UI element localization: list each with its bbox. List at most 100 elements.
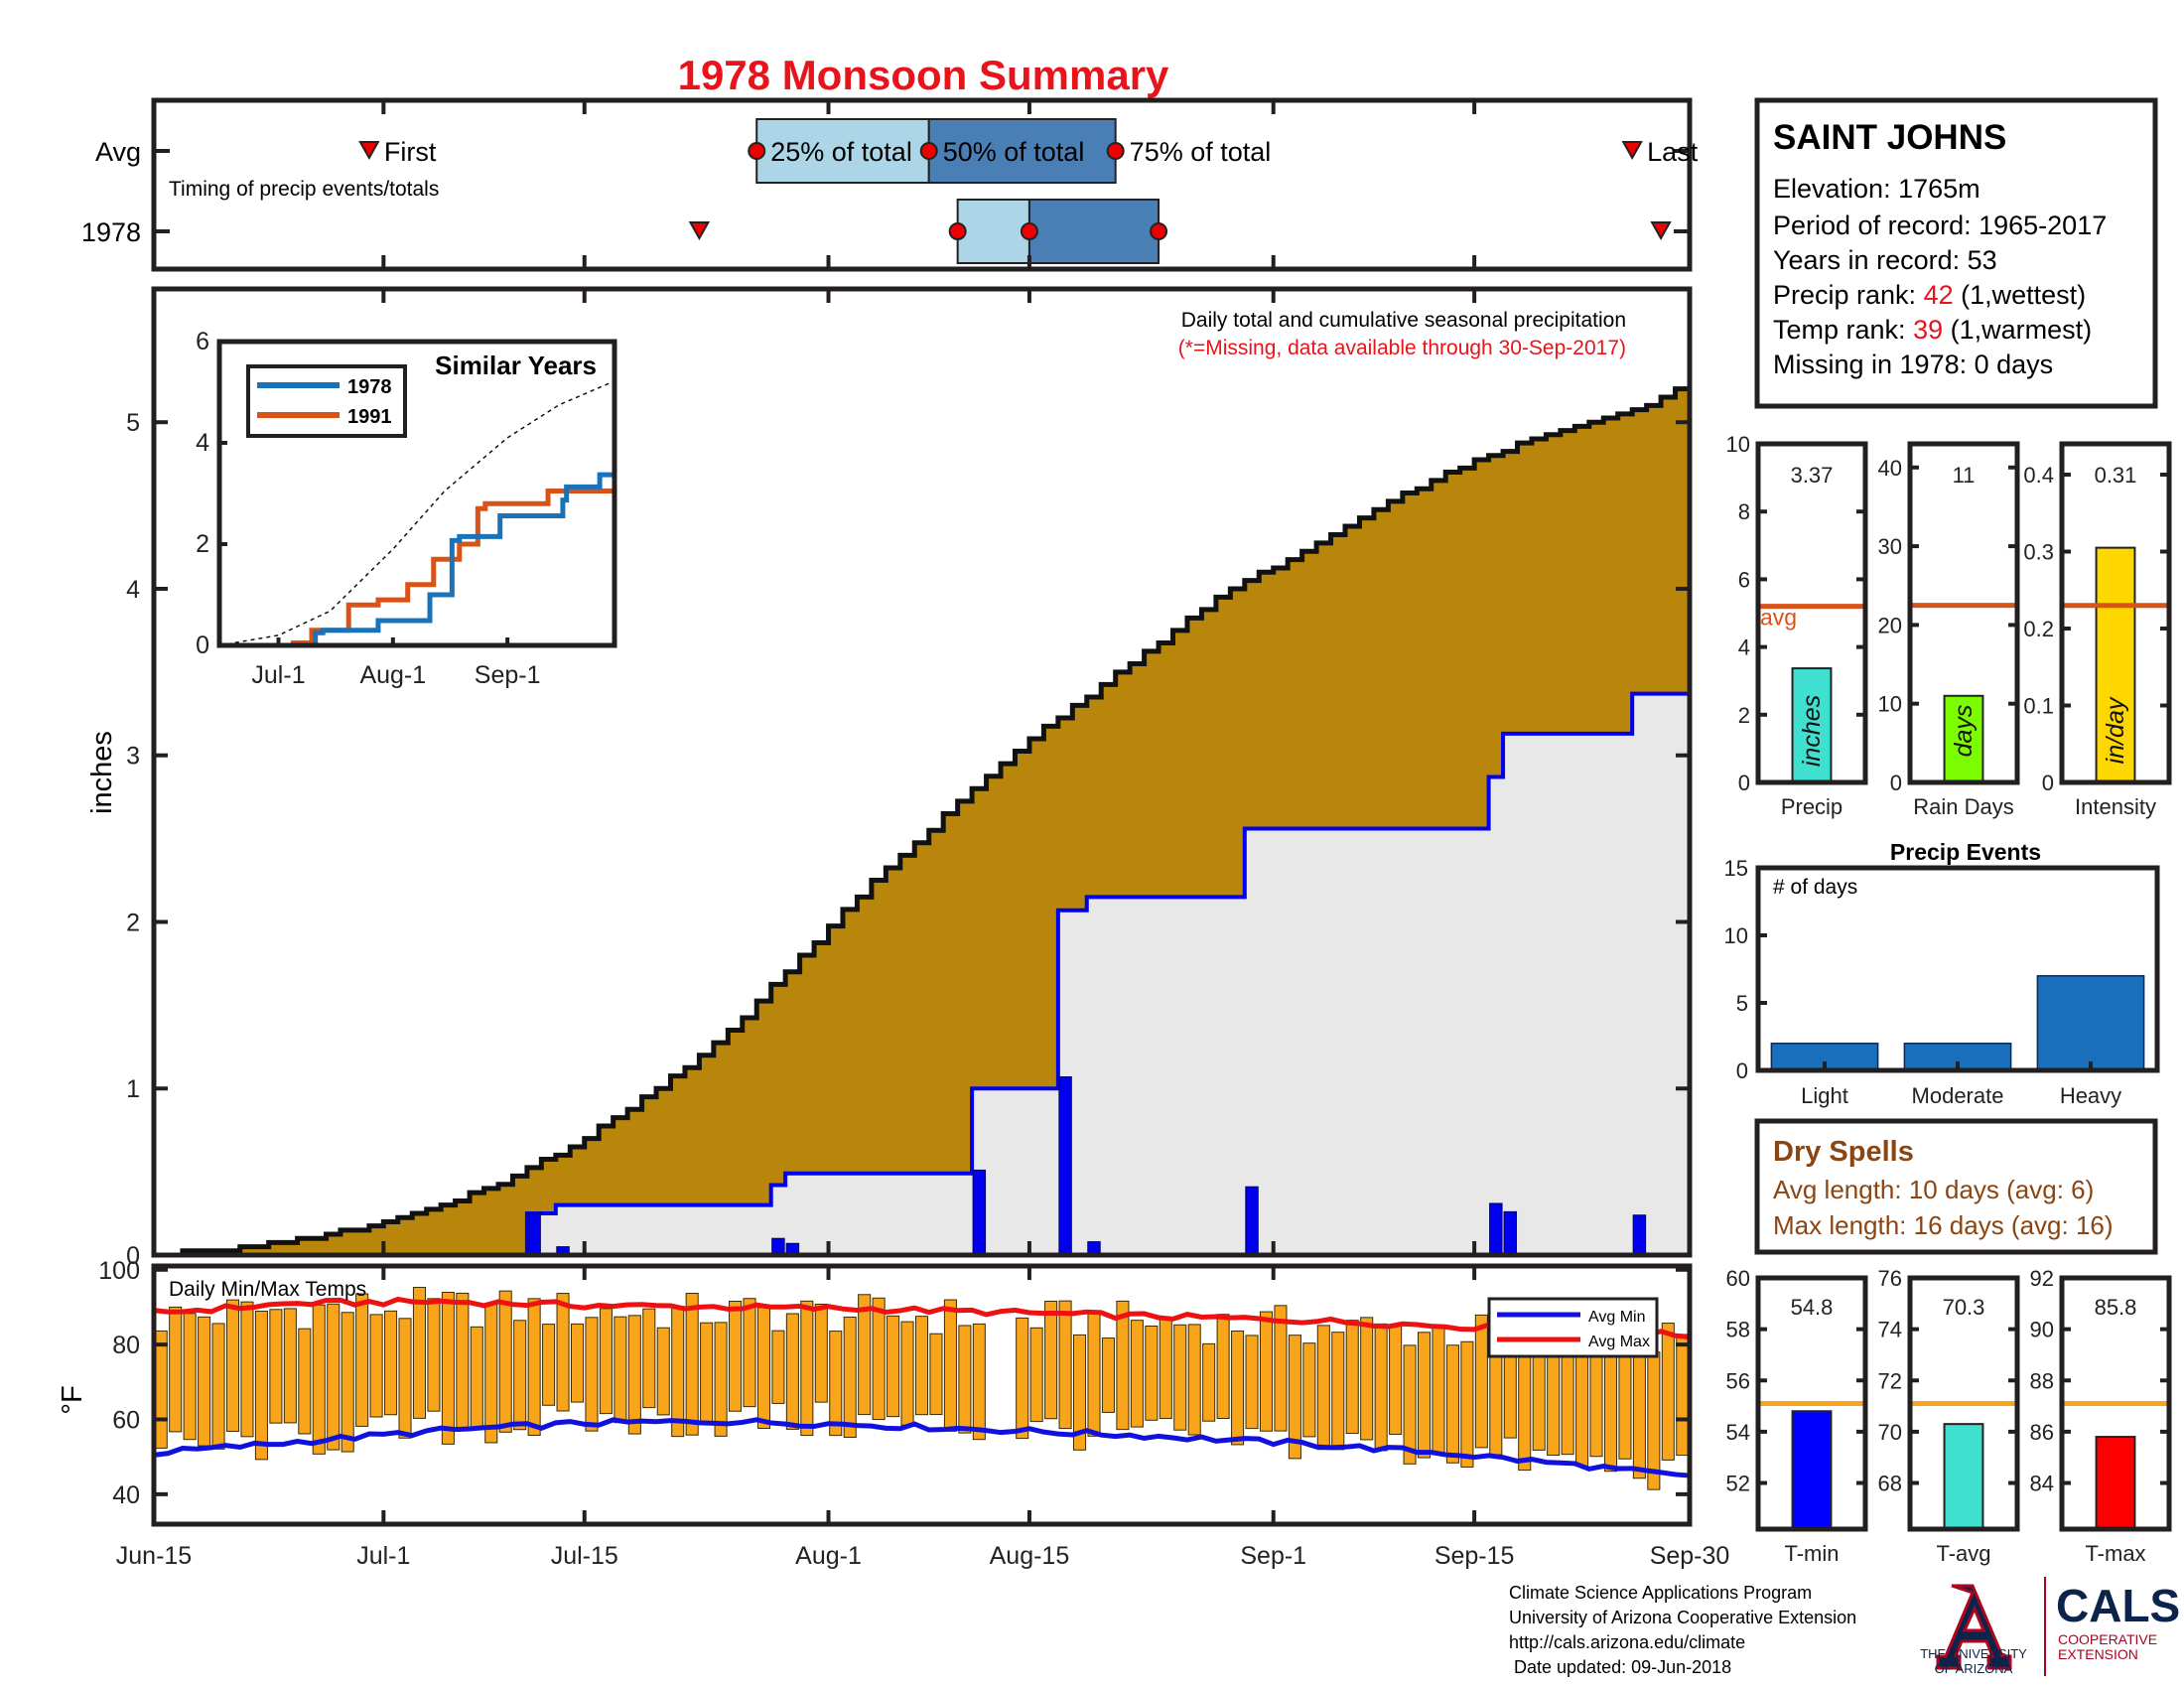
daily-temp-bar (800, 1300, 814, 1437)
daily-temp-bar (1345, 1320, 1359, 1435)
daily-temp-bar (1073, 1334, 1087, 1451)
temp-summary-y-tick-label: 84 (2030, 1472, 2054, 1496)
precip-note-line2: (*=Missing, data available through 30-Se… (1178, 337, 1626, 359)
date-x-tick-label: Sep-15 (1434, 1542, 1515, 1570)
summary-y-tick-label: 0.2 (2023, 617, 2054, 641)
daily-temp-bar (1187, 1324, 1201, 1436)
daily-temp-bar (240, 1301, 254, 1438)
summary-y-tick-label: 10 (1726, 432, 1750, 457)
daily-temp-bar (843, 1316, 857, 1438)
summary-value-label: 11 (1953, 463, 1976, 488)
legend-label-avg-min: Avg Min (1588, 1309, 1646, 1326)
date-x-axis: Jun-15 Jul-1 Jul-15 Aug-1 Aug-15 Sep-1 Sep-15 S… (116, 100, 1729, 1570)
temp-summary-y-tick-label: 90 (2030, 1318, 2054, 1342)
footer-line4: Date updated: 09-Jun-2018 (1509, 1657, 1731, 1677)
temperature-panel-label: Daily Min/Max Temps (169, 1278, 366, 1301)
summary-value-label: 0.31 (2095, 463, 2137, 488)
daily-temp-bar (914, 1316, 929, 1416)
summary-y-tick-label: 20 (1878, 613, 1902, 637)
daily-temp-bar (1259, 1311, 1274, 1432)
timing-dot-p75 (1106, 142, 1125, 160)
temp-summary-y-tick-label: 88 (2030, 1368, 2054, 1393)
daily-temp-bar (427, 1298, 441, 1412)
daily-temp-bar (599, 1308, 613, 1415)
timing-dot-p25 (948, 222, 967, 240)
inset-x-tick-label: Aug-1 (359, 661, 426, 689)
precip-events-plot: Light Moderate Heavy 0 5 10 15 (1724, 856, 2145, 1108)
daily-temp-bar (169, 1306, 183, 1433)
daily-temp-bar (1029, 1327, 1043, 1423)
summary-y-tick-label: 0 (1890, 771, 1902, 795)
daily-temp-bar (1460, 1340, 1474, 1468)
footer-line2: University of Arizona Cooperative Extens… (1509, 1608, 1856, 1627)
inset-y-tick-label: 0 (196, 632, 209, 659)
timing-dot-p50 (1020, 222, 1038, 240)
daily-temp-bar (1603, 1356, 1618, 1473)
daily-precip-bar (1058, 1075, 1072, 1256)
similar-years-legend (246, 364, 407, 438)
summary-y-tick-label: 0.1 (2023, 694, 2054, 719)
inset-x-tick-label: Jul-1 (251, 661, 305, 689)
dry-spells-title: Dry Spells (1773, 1136, 1914, 1168)
daily-temp-bar (513, 1320, 527, 1431)
temp-summary-y-tick-label: 72 (1878, 1368, 1902, 1393)
daily-temp-bar (1575, 1345, 1589, 1467)
legend-label-1991: 1991 (347, 406, 392, 428)
date-x-tick-label: Jul-1 (356, 1542, 410, 1570)
summary-bars: 0 2 4 6 8 10 3.37 inches Precip avg 0 10 20 30 40 11 day… (1726, 432, 2172, 819)
precip-y-axis: 0 1 2 3 4 5 (126, 409, 1690, 1270)
timing-p50-label: 50% of total (943, 137, 1085, 167)
summary-unit-label: days (1950, 705, 1978, 758)
daily-temp-bar (1316, 1325, 1330, 1451)
similar-years-axes: 0 2 4 6 Jul-1 Aug-1 Sep-1 (196, 328, 540, 689)
temp-summary-y-tick-label: 76 (1878, 1266, 1902, 1291)
precip-events-category-label: Moderate (1912, 1083, 2004, 1108)
timing-last-label: Last (1647, 137, 1699, 167)
timing-box-50-75 (927, 118, 1117, 184)
timing-first-label: First (384, 137, 437, 167)
avg-min-temp-line (153, 1417, 1691, 1478)
precip-y-tick-label: 3 (126, 743, 140, 771)
daily-temp-bar (1101, 1337, 1115, 1413)
ua-logo-line2: OF ARIZONA (1935, 1661, 2013, 1676)
summary-bar-in/day (2095, 546, 2136, 783)
daily-temp-bar (369, 1314, 383, 1418)
summary-y-tick-label: 0 (2042, 771, 2054, 795)
temp-summary-category-label: T-min (1785, 1541, 1840, 1566)
station-elevation: Elevation: 1765m (1773, 174, 1980, 204)
temp-summary-y-tick-label: 54 (1726, 1420, 1750, 1445)
daily-temp-bar (887, 1315, 900, 1418)
timing-dot-p25 (748, 142, 766, 160)
daily-temp-bar (198, 1316, 211, 1447)
daily-temp-bar (900, 1321, 914, 1426)
precip-rank-value: 42 (1924, 280, 1954, 310)
timing-marker-last (1621, 141, 1643, 161)
summary-y-tick-label: 40 (1878, 456, 1902, 481)
chart-title: 1978 Monsoon Summary (678, 52, 1169, 98)
daily-temp-bar (829, 1331, 843, 1437)
station-temp-rank: Temp rank: 39 (1,warmest) (1773, 315, 2092, 345)
daily-temp-bar (1445, 1344, 1459, 1464)
timing-subtitle: Timing of precip events/totals (169, 178, 439, 201)
daily-temp-bar (498, 1290, 512, 1433)
precip-y-tick-label: 5 (126, 409, 140, 437)
avg-max-temp-line (153, 1296, 1691, 1340)
daily-temp-bar (556, 1293, 570, 1412)
daily-temp-bar (872, 1297, 886, 1421)
daily-temp-bar (312, 1304, 326, 1455)
inset-y-tick-label: 2 (196, 530, 209, 558)
station-missing: Missing in 1978: 0 days (1773, 350, 2053, 379)
cumulative-1978-area (154, 693, 1690, 1255)
summary-value-label: 3.37 (1791, 463, 1834, 488)
ua-logo-line1: THE UNIVERSITY (1920, 1646, 2027, 1661)
daily-temp-bar (1331, 1332, 1345, 1451)
temp-summary-bar (1791, 1410, 1833, 1530)
footer: Climate Science Applications Program Uni… (1509, 1577, 2180, 1677)
summary-bar-days (1943, 694, 1984, 784)
similar-years-inset: 0 2 4 6 Jul-1 Aug-1 Sep-1 Similar Years 1978 1… (196, 328, 617, 689)
timing-marks (358, 118, 1672, 264)
temp-summary-y-tick-label: 52 (1726, 1472, 1750, 1496)
temperature-legend (1487, 1297, 1659, 1358)
daily-temp-bar (671, 1306, 685, 1438)
daily-precip-bar (1489, 1202, 1503, 1256)
